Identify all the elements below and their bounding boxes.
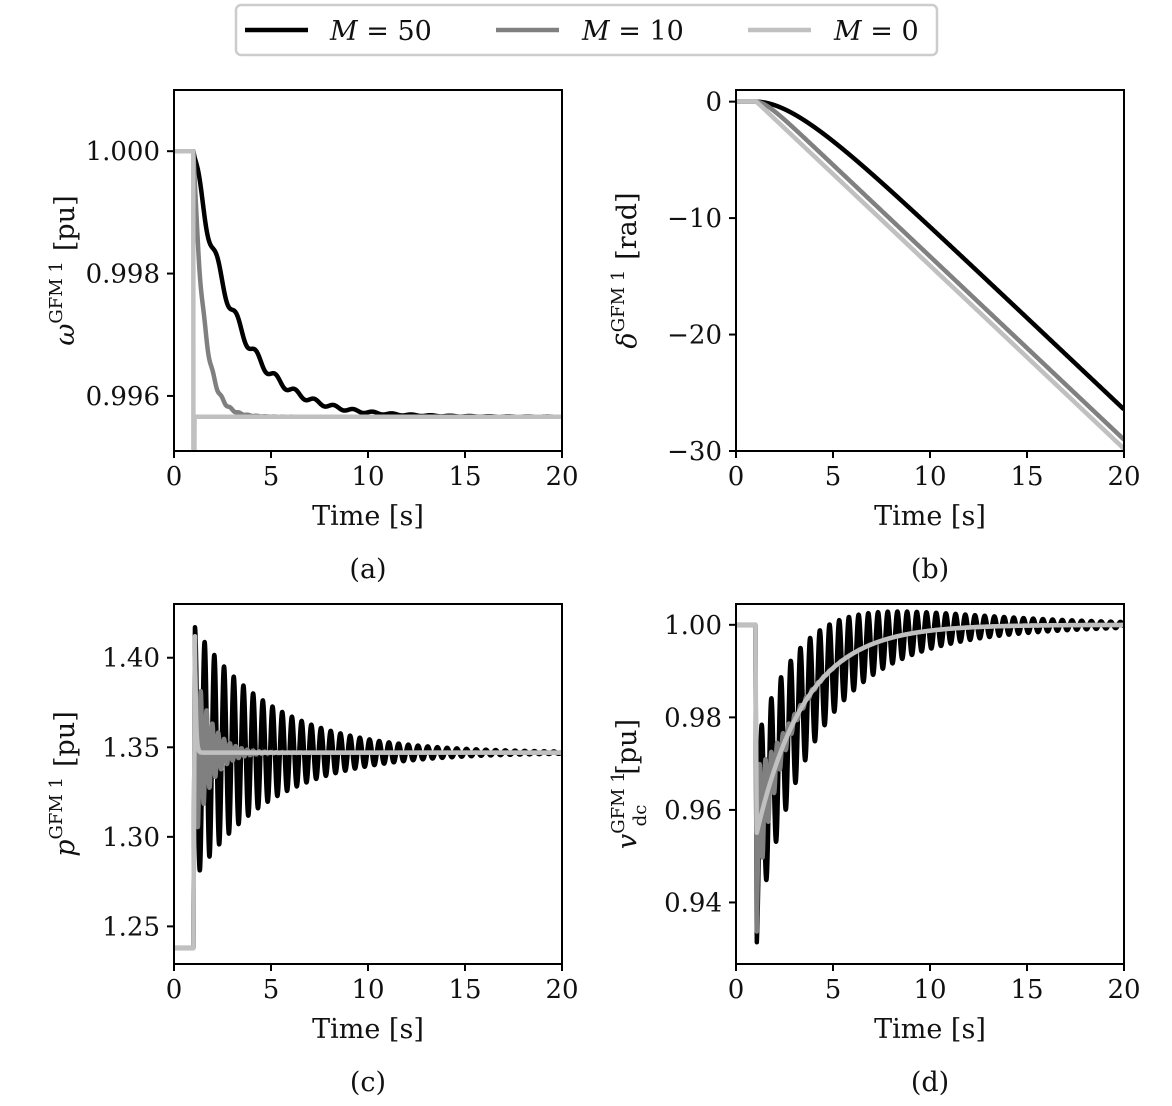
legend-label-m50-value: = 50 — [366, 16, 432, 47]
y-axis-label-a: ωGFM 1 [pu] — [46, 195, 81, 345]
y-tick-label-c-3: 1.25 — [102, 912, 160, 942]
y-tick-label-b-0: 0 — [705, 88, 722, 118]
panel-caption-a: (a) — [349, 554, 386, 585]
y-label-subscript-d: dc — [630, 805, 651, 827]
series-line-c-m0 — [174, 633, 562, 951]
y-tick-label-b-1: −10 — [667, 204, 722, 234]
x-tick-label-c-4: 20 — [545, 975, 578, 1005]
y-label-unit-c: [pu] — [50, 711, 81, 767]
series-line-b-m10 — [736, 99, 1124, 442]
y-label-symbol-b: δ — [612, 332, 643, 348]
x-tick-label-b-1: 5 — [825, 462, 842, 492]
x-tick-label-d-2: 10 — [913, 975, 946, 1005]
legend-entry-m0: M = 0 — [748, 16, 919, 47]
plot-area-b — [736, 99, 1124, 451]
y-tick-label-d-2: 0.96 — [664, 796, 722, 826]
y-label-unit-d: [pu] — [612, 719, 643, 775]
y-label-symbol-d: v — [612, 834, 643, 849]
y-label-superscript-c: GFM 1 — [46, 777, 67, 839]
x-tick-label-a-3: 15 — [448, 462, 481, 492]
y-tick-label-d-3: 0.94 — [664, 888, 722, 918]
y-axis-label-d: vGFM 1dc [pu] — [608, 719, 651, 849]
y-axis-label-c: pGFM 1 [pu] — [46, 711, 81, 857]
x-tick-label-a-1: 5 — [263, 462, 280, 492]
plot-area-a — [174, 148, 562, 451]
x-tick-label-c-3: 15 — [448, 975, 481, 1005]
x-tick-label-b-0: 0 — [728, 462, 745, 492]
svg-text:M = 50: M = 50 — [329, 16, 432, 47]
x-tick-label-c-2: 10 — [351, 975, 384, 1005]
y-tick-label-c-2: 1.30 — [102, 823, 160, 853]
y-tick-label-a-2: 0.996 — [86, 382, 160, 412]
x-tick-label-a-4: 20 — [545, 462, 578, 492]
series-line-c-m50 — [174, 625, 562, 951]
chart-panel-a: 0 5 10 15 20 1.000 0.998 0.996 Time [s] (a) ωGFM 1… — [46, 89, 579, 585]
chart-panel-c: 0 5 10 15 20 1.40 1.35 1.30 1.25 Time [s] (c) pGFM … — [46, 603, 579, 1098]
x-axis-label-b: Time [s] — [874, 501, 986, 532]
y-tick-label-b-3: −30 — [667, 437, 722, 467]
x-tick-label-b-3: 15 — [1010, 462, 1043, 492]
legend-label-m0-value: = 0 — [870, 16, 918, 47]
panel-caption-b: (b) — [911, 554, 949, 585]
series-line-a-m50 — [174, 148, 562, 420]
y-tick-label-c-1: 1.35 — [102, 733, 160, 763]
legend-entry-m50: M = 50 — [245, 16, 432, 47]
y-label-superscript-b: GFM 1 — [608, 270, 629, 332]
legend: M = 50 M = 10 M = 0 — [234, 3, 939, 57]
legend-label-m0-var: M — [833, 16, 863, 47]
x-axis-label-c: Time [s] — [312, 1014, 424, 1045]
x-tick-label-a-0: 0 — [166, 462, 183, 492]
y-tick-label-a-1: 0.998 — [86, 260, 160, 290]
chart-panel-d: 0 5 10 15 20 1.00 0.98 0.96 0.94 Time [s] (d) vGFM … — [608, 603, 1141, 1098]
legend-label-m10-var: M — [581, 16, 611, 47]
y-label-superscript-a: GFM 1 — [46, 261, 67, 323]
panel-caption-d: (d) — [911, 1067, 949, 1098]
x-tick-label-c-1: 5 — [263, 975, 280, 1005]
panel-caption-c: (c) — [350, 1067, 386, 1098]
legend-frame — [234, 3, 939, 57]
legend-entry-m10: M = 10 — [496, 16, 684, 47]
chart-panel-b: 0 5 10 15 20 0 −10 −20 −30 Time [s] (b) δGFM 1 [rad] — [608, 88, 1141, 585]
y-label-unit-b: [rad] — [612, 192, 643, 259]
x-tick-label-a-2: 10 — [351, 462, 384, 492]
x-axis-label-a: Time [s] — [312, 501, 424, 532]
x-axis-label-d: Time [s] — [874, 1014, 986, 1045]
svg-text:M = 0: M = 0 — [833, 16, 919, 47]
y-tick-label-c-0: 1.40 — [102, 644, 160, 674]
series-line-a-m10 — [174, 148, 562, 419]
plot-area-c — [174, 625, 562, 951]
plot-area-d — [736, 609, 1124, 945]
y-tick-label-a-0: 1.000 — [86, 137, 160, 167]
svg-text:M = 10: M = 10 — [581, 16, 684, 47]
y-label-unit-a: [pu] — [50, 195, 81, 251]
series-line-a-m0 — [174, 148, 562, 451]
y-axis-label-b: δGFM 1 [rad] — [608, 192, 643, 348]
x-tick-label-d-4: 20 — [1107, 975, 1140, 1005]
x-tick-label-d-3: 15 — [1010, 975, 1043, 1005]
x-tick-label-b-4: 20 — [1107, 462, 1140, 492]
y-tick-label-b-2: −20 — [667, 321, 722, 351]
series-line-d-m50 — [736, 609, 1124, 945]
y-label-symbol-c: p — [50, 839, 81, 856]
x-tick-label-d-1: 5 — [825, 975, 842, 1005]
series-line-d-m0 — [736, 622, 1124, 836]
y-label-superscript-d: GFM 1 — [608, 771, 629, 833]
x-tick-label-b-2: 10 — [913, 462, 946, 492]
x-tick-label-d-0: 0 — [728, 975, 745, 1005]
y-tick-label-d-1: 0.98 — [664, 703, 722, 733]
y-label-symbol-a: ω — [50, 324, 81, 346]
series-line-b-m50 — [736, 99, 1124, 412]
x-tick-label-c-0: 0 — [166, 975, 183, 1005]
series-line-b-m0 — [736, 99, 1124, 451]
y-tick-label-d-0: 1.00 — [664, 611, 722, 641]
axes-frame-a — [173, 89, 563, 452]
legend-label-m10-value: = 10 — [618, 16, 684, 47]
legend-label-m50-var: M — [329, 16, 359, 47]
